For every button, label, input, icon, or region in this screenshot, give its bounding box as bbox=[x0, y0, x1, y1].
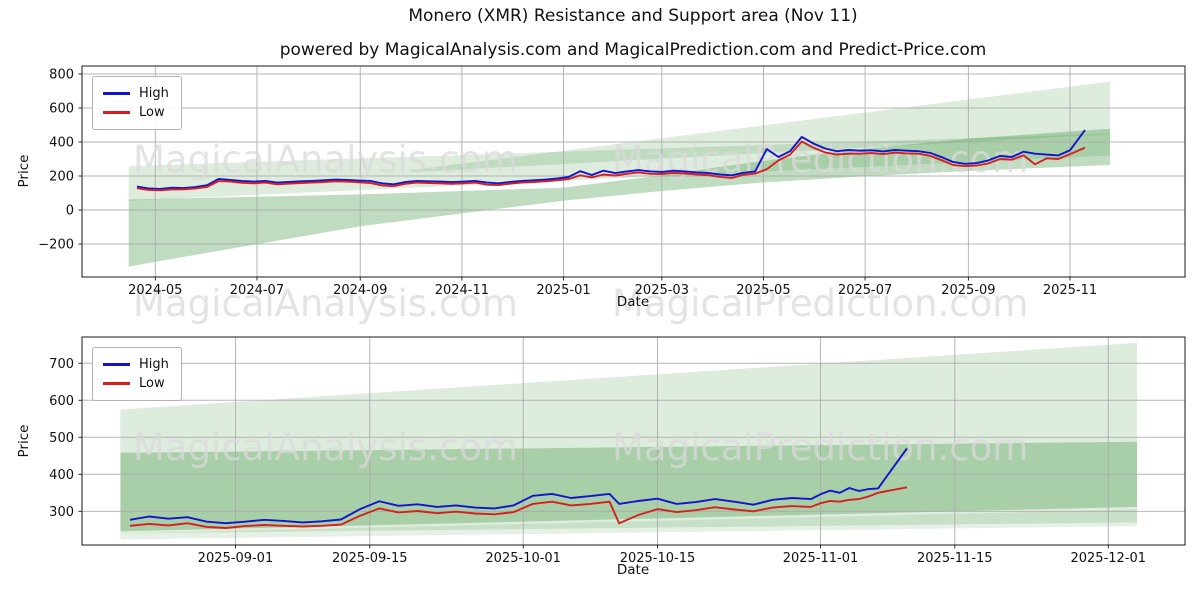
watermark-middle-left: MagicalAnalysis.com bbox=[133, 282, 518, 325]
legend-label-high: High bbox=[139, 86, 169, 101]
chart-title: Monero (XMR) Resistance and Support area… bbox=[408, 6, 858, 26]
y-tick-label: 700 bbox=[49, 357, 74, 372]
low-line-swatch bbox=[103, 382, 130, 385]
y-tick-label: 200 bbox=[49, 170, 74, 185]
x-tick-label: 2024-07 bbox=[230, 283, 284, 298]
x-tick-label: 2025-11-01 bbox=[783, 551, 859, 566]
y-tick-label: 400 bbox=[49, 136, 74, 151]
legend-entry-high: High bbox=[103, 355, 169, 374]
top-xlabel: Date bbox=[616, 294, 650, 310]
x-tick-label: 2025-09-01 bbox=[198, 551, 274, 566]
x-tick-label: 2024-09 bbox=[333, 283, 387, 298]
x-tick-label: 2025-01 bbox=[536, 283, 590, 298]
y-tick-label: 500 bbox=[49, 431, 74, 446]
support-area-band bbox=[120, 441, 1137, 532]
bottom-xlabel: Date bbox=[616, 562, 650, 578]
high-line bbox=[129, 447, 908, 525]
watermark-full-history-left: MagicalAnalysis.com bbox=[133, 138, 518, 181]
bottom-ylabel: Price bbox=[16, 424, 32, 458]
legend-label-low: Low bbox=[139, 376, 165, 391]
axes-frame bbox=[81, 65, 1186, 278]
y-tick-label: 300 bbox=[49, 505, 74, 520]
x-tick-label: 2025-12-01 bbox=[1070, 551, 1146, 566]
x-tick-label: 2025-11-15 bbox=[917, 551, 993, 566]
y-tick-label: 600 bbox=[49, 394, 74, 409]
watermark-recent-zoom-left: MagicalAnalysis.com bbox=[133, 426, 518, 469]
low-line bbox=[129, 486, 908, 529]
watermark-middle-right: MagicalPrediction.com bbox=[612, 282, 1028, 325]
bottom-legend: High Low bbox=[92, 347, 182, 401]
resistance-area-fan-band bbox=[410, 81, 1110, 173]
support-area-faint-band bbox=[120, 509, 1137, 540]
legend-entry-low: Low bbox=[103, 374, 169, 393]
y-tick-label: 600 bbox=[49, 101, 74, 116]
x-tick-label: 2025-09 bbox=[941, 283, 995, 298]
x-tick-label: 2025-05 bbox=[736, 283, 790, 298]
y-tick-label: −200 bbox=[38, 238, 74, 253]
high-line-swatch bbox=[103, 92, 130, 95]
low-line-swatch bbox=[103, 111, 130, 114]
x-tick-label: 2025-10-15 bbox=[620, 551, 696, 566]
x-tick-label: 2025-03 bbox=[635, 283, 689, 298]
x-tick-label: 2025-10-01 bbox=[485, 551, 561, 566]
x-tick-label: 2024-05 bbox=[128, 283, 182, 298]
legend-label-high: High bbox=[139, 357, 169, 372]
axes-frame bbox=[81, 336, 1186, 546]
x-tick-label: 2025-09-15 bbox=[332, 551, 408, 566]
y-tick-label: 400 bbox=[49, 468, 74, 483]
top-legend: High Low bbox=[92, 76, 182, 130]
x-tick-label: 2025-07 bbox=[838, 283, 892, 298]
high-line bbox=[136, 129, 1086, 190]
watermark-recent-zoom-right: MagicalPrediction.com bbox=[612, 426, 1028, 469]
y-tick-label: 0 bbox=[66, 204, 74, 219]
x-tick-label: 2024-11 bbox=[435, 283, 489, 298]
top-ylabel: Price bbox=[16, 154, 32, 188]
y-tick-label: 800 bbox=[49, 67, 74, 82]
plot-area-recent-zoom: MagicalAnalysis.com MagicalPrediction.com bbox=[82, 337, 1185, 545]
high-line-swatch bbox=[103, 363, 130, 366]
x-tick-label: 2025-11 bbox=[1043, 283, 1097, 298]
legend-label-low: Low bbox=[139, 105, 165, 120]
low-line bbox=[136, 140, 1086, 192]
chart-subtitle: powered by MagicalAnalysis.com and Magic… bbox=[279, 40, 987, 60]
plot-area-full-history: MagicalAnalysis.com MagicalPrediction.com bbox=[82, 66, 1185, 277]
legend-entry-high: High bbox=[103, 84, 169, 103]
legend-entry-low: Low bbox=[103, 103, 169, 122]
watermark-full-history-right: MagicalPrediction.com bbox=[612, 138, 1028, 181]
resistance-area-band bbox=[120, 342, 1137, 534]
